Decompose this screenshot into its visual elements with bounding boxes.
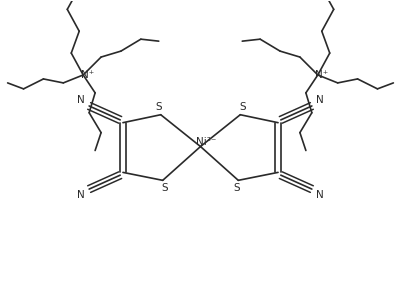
Text: S: S [239,102,245,112]
Text: N: N [77,95,85,105]
Text: N: N [316,190,324,200]
Text: N⁺: N⁺ [315,70,328,80]
Text: N⁺: N⁺ [81,70,94,80]
Text: S: S [233,183,240,193]
Text: N: N [316,95,324,105]
Text: N: N [77,190,85,200]
Text: S: S [161,183,168,193]
Text: S: S [156,102,162,112]
Text: Ni²⁻: Ni²⁻ [196,137,217,147]
